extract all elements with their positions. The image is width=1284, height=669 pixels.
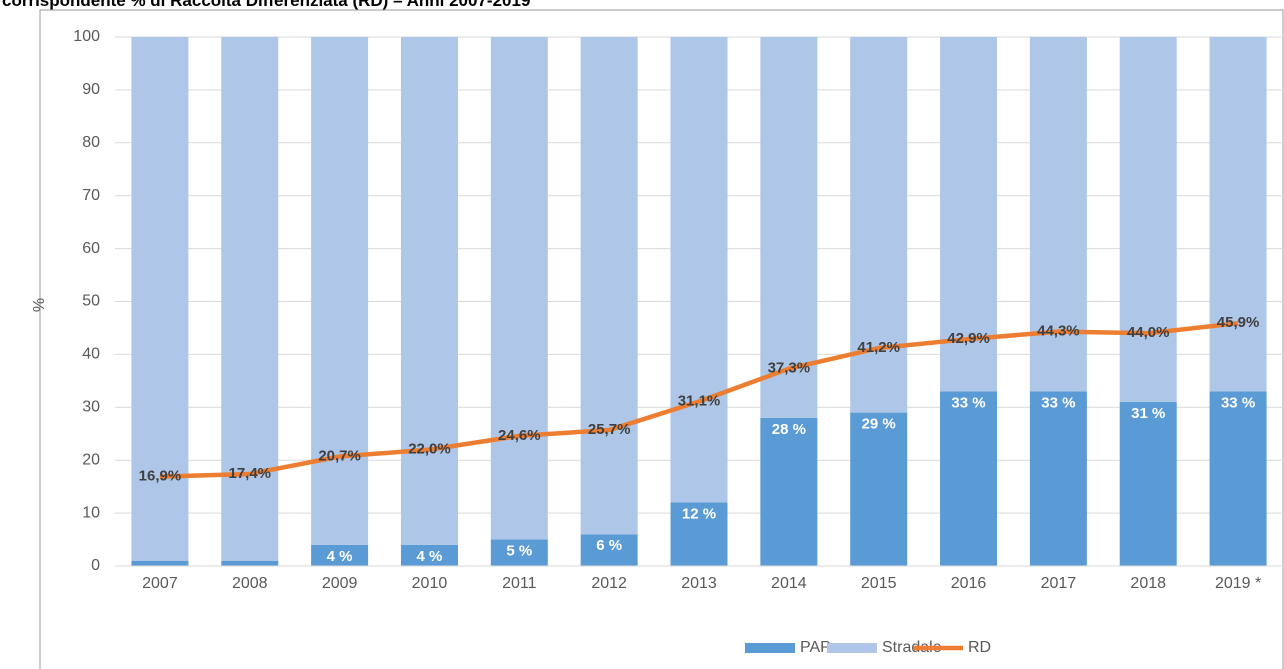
line-value-label: 22,0% — [408, 441, 451, 458]
chart-frame — [39, 9, 1284, 669]
bar-value-label: 4 % — [327, 548, 353, 565]
legend-swatch — [827, 643, 877, 653]
x-tick-label: 2012 — [591, 575, 627, 592]
bar — [400, 544, 458, 566]
line-value-label: 16,9% — [139, 468, 182, 485]
bar-value-label: 33 % — [1221, 394, 1255, 411]
bar — [940, 391, 998, 566]
bar — [1029, 391, 1087, 566]
line-value-label: 45,9% — [1217, 314, 1260, 331]
y-tick-label: 30 — [82, 399, 100, 416]
bar — [670, 37, 728, 503]
y-tick-label: 90 — [82, 81, 100, 98]
y-tick-label: 100 — [73, 28, 100, 45]
x-tick-label: 2014 — [771, 575, 807, 592]
bar — [311, 37, 369, 545]
line-value-label: 42,9% — [947, 330, 990, 347]
bar — [1119, 402, 1177, 566]
bar-value-label: 6 % — [596, 537, 622, 554]
bar — [850, 37, 908, 413]
bar — [940, 37, 998, 392]
bar — [490, 37, 548, 540]
bar — [670, 502, 728, 566]
bar — [490, 539, 548, 566]
x-tick-label: 2009 — [322, 575, 358, 592]
line-value-label: 24,6% — [498, 427, 541, 444]
y-tick-label: 60 — [82, 240, 100, 257]
legend-label: RD — [968, 639, 991, 656]
y-tick-label: 0 — [91, 557, 100, 574]
bar-value-label: 12 % — [682, 505, 716, 522]
x-tick-label: 2018 — [1130, 575, 1166, 592]
line-value-label: 31,1% — [678, 392, 721, 409]
line-value-label: 20,7% — [318, 447, 361, 464]
bar — [580, 534, 638, 566]
bar — [760, 417, 818, 566]
line-value-label: 44,3% — [1037, 323, 1080, 340]
y-tick-label: 10 — [82, 504, 100, 521]
bar-value-label: 33 % — [951, 394, 985, 411]
line-value-label: 37,3% — [768, 360, 811, 377]
bar-value-label: 5 % — [506, 543, 532, 560]
line-value-label: 44,0% — [1127, 324, 1170, 341]
bar — [131, 37, 189, 561]
bar — [131, 560, 189, 566]
line — [159, 320, 1239, 479]
y-tick-label: 40 — [82, 346, 100, 363]
bar — [1209, 391, 1267, 566]
x-tick-label: 2013 — [681, 575, 717, 592]
bar — [311, 544, 369, 566]
legend-label: Stradale — [882, 639, 942, 656]
y-tick-label: 70 — [82, 187, 100, 204]
x-tick-label: 2019 * — [1215, 575, 1261, 592]
bar — [580, 37, 638, 535]
x-tick-label: 2010 — [412, 575, 448, 592]
legend-label: PAP — [800, 639, 831, 656]
bar — [850, 412, 908, 566]
bar-value-label: 33 % — [1041, 394, 1075, 411]
line-value-label: 17,4% — [228, 465, 271, 482]
y-tick-label: 20 — [82, 451, 100, 468]
bar — [400, 37, 458, 545]
y-tick-label: 50 — [82, 293, 100, 310]
bar-value-label: 31 % — [1131, 405, 1165, 422]
bar — [221, 560, 279, 566]
x-tick-label: 2015 — [861, 575, 897, 592]
y-axis-label: % — [31, 298, 48, 312]
bar — [760, 37, 818, 418]
bar-value-label: 29 % — [862, 416, 896, 433]
legend-swatch — [745, 643, 795, 653]
line-value-label: 41,2% — [857, 339, 900, 356]
bar — [221, 37, 279, 561]
y-tick-label: 80 — [82, 134, 100, 151]
chart-title: corrispondente % di Raccolta Differenzia… — [2, 0, 530, 10]
x-tick-label: 2016 — [951, 575, 987, 592]
line-value-label: 25,7% — [588, 421, 631, 438]
x-tick-label: 2007 — [142, 575, 178, 592]
x-tick-label: 2017 — [1041, 575, 1077, 592]
x-tick-label: 2008 — [232, 575, 268, 592]
bar — [1209, 37, 1267, 392]
bar — [1119, 37, 1177, 403]
bar-value-label: 4 % — [417, 548, 443, 565]
x-tick-label: 2011 — [502, 575, 537, 592]
bar-value-label: 28 % — [772, 421, 806, 438]
